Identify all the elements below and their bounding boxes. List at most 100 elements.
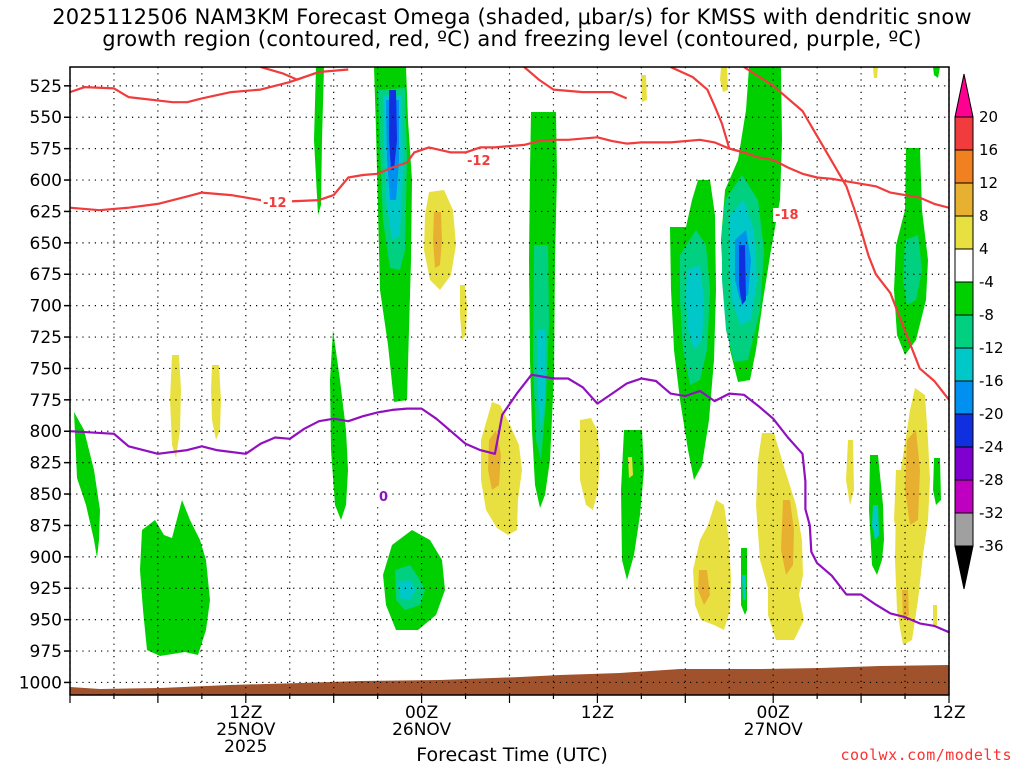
y-tick-label: 625 xyxy=(30,202,62,222)
omega-region xyxy=(641,75,647,102)
temperature-contour xyxy=(523,67,628,100)
omega-region xyxy=(846,440,854,505)
omega-region xyxy=(628,457,633,478)
y-tick-label: 675 xyxy=(30,265,62,285)
omega-region xyxy=(933,605,937,625)
colorbar-label: -4 xyxy=(979,273,994,291)
omega-region xyxy=(739,245,746,305)
y-tick-label: 950 xyxy=(30,611,62,631)
y-tick-label: 525 xyxy=(30,77,62,97)
omega-region xyxy=(902,590,909,620)
omega-region xyxy=(433,212,442,268)
omega-region xyxy=(488,430,501,490)
omega-shading-layer xyxy=(74,67,941,656)
y-tick-label: 750 xyxy=(30,359,62,379)
colorbar-swatch xyxy=(954,182,974,217)
omega-region xyxy=(905,430,920,525)
contour-label: -12 xyxy=(467,154,491,169)
colorbar-swatch xyxy=(954,347,974,382)
chart-title: 2025112506 NAM3KM Forecast Omega (shaded… xyxy=(0,6,1024,50)
omega-region xyxy=(873,67,878,78)
y-tick-label: 550 xyxy=(30,108,62,128)
colorbar-swatch xyxy=(954,149,974,184)
y-tick-label: 775 xyxy=(30,391,62,411)
x-tick-label: 25NOV xyxy=(216,720,275,740)
colorbar-label: -16 xyxy=(979,372,1004,390)
omega-region xyxy=(933,67,940,78)
y-axis: 525 550 575 600 625 650 675 700 725 750 775 800 825 8… xyxy=(19,77,70,693)
y-tick-label: 575 xyxy=(30,140,62,160)
omega-region xyxy=(460,285,467,340)
colorbar-label: 20 xyxy=(979,108,998,126)
contour-label-bg xyxy=(465,154,496,168)
omega-region xyxy=(686,265,704,350)
omega-region xyxy=(481,402,522,535)
contour-label-bg xyxy=(377,490,390,504)
y-tick-label: 825 xyxy=(30,454,62,474)
omega-region xyxy=(140,500,210,656)
omega-region xyxy=(537,330,545,430)
temperature-contour xyxy=(70,136,949,212)
y-tick-label: 975 xyxy=(30,642,62,662)
omega-region xyxy=(693,500,731,630)
colorbar-label: 16 xyxy=(979,141,998,159)
site-credit[interactable]: coolwx.com/modelts xyxy=(840,746,1012,764)
x-tick-label: 26NOV xyxy=(392,720,451,740)
y-tick-label: 875 xyxy=(30,516,62,536)
omega-region xyxy=(314,67,324,215)
colorbar-legend: 20 16 12 8 4 -4 -8 -12 -16 -20 -24 -28 -32 -36 xyxy=(954,73,1004,590)
omega-region xyxy=(933,458,941,505)
colorbar-label: 12 xyxy=(979,174,998,192)
colorbar-bottom-arrow xyxy=(954,545,974,590)
colorbar-swatch xyxy=(954,215,974,250)
colorbar-swatch xyxy=(954,446,974,481)
omega-region xyxy=(698,570,710,605)
x-tick-label: 12Z xyxy=(229,703,262,723)
colorbar-label: 4 xyxy=(979,240,989,258)
contour-label: -18 xyxy=(775,208,799,223)
contour-label-bg xyxy=(261,196,292,210)
grid-lines xyxy=(69,67,950,695)
y-tick-label: 650 xyxy=(30,234,62,254)
colorbar-swatch xyxy=(954,314,974,349)
colorbar-swatch xyxy=(954,248,974,283)
omega-region xyxy=(768,575,804,640)
colorbar-label: -32 xyxy=(979,504,1004,522)
colorbar-swatch xyxy=(954,512,974,547)
omega-region xyxy=(398,580,416,600)
chart-title-line1: 2025112506 NAM3KM Forecast Omega (shaded… xyxy=(52,5,972,29)
y-tick-label: 900 xyxy=(30,548,62,568)
colorbar-label: -8 xyxy=(979,306,994,324)
x-tick-label: 2025 xyxy=(224,737,267,757)
x-axis-title: Forecast Time (UTC) xyxy=(416,744,608,766)
omega-region xyxy=(742,575,746,600)
contour-label-bg xyxy=(773,208,804,222)
omega-region xyxy=(389,90,397,170)
freezing-level-contour xyxy=(70,373,949,634)
contour-label: -12 xyxy=(263,196,287,211)
omega-region xyxy=(720,67,728,92)
colorbar-label: -12 xyxy=(979,339,1004,357)
x-tick-label: 00Z xyxy=(405,703,438,723)
colorbar-swatch xyxy=(954,413,974,448)
omega-region xyxy=(781,500,794,575)
omega-region xyxy=(170,355,181,458)
y-tick-label: 600 xyxy=(30,171,62,191)
colorbar-swatch xyxy=(954,116,974,151)
colorbar-label: 8 xyxy=(979,207,989,225)
y-tick-label: 725 xyxy=(30,328,62,348)
temperature-contour xyxy=(670,67,745,154)
colorbar-label: -24 xyxy=(979,438,1004,456)
omega-region xyxy=(211,365,221,440)
omega-region xyxy=(894,470,904,540)
temperature-contour xyxy=(260,67,320,81)
contour-layer xyxy=(70,67,949,634)
omega-region xyxy=(580,418,600,510)
omega-region xyxy=(330,330,348,520)
x-tick-label: 27NOV xyxy=(744,720,803,740)
colorbar-swatch xyxy=(954,479,974,514)
colorbar-swatch xyxy=(954,380,974,415)
colorbar-label: -36 xyxy=(979,537,1004,555)
omega-region xyxy=(903,235,922,305)
